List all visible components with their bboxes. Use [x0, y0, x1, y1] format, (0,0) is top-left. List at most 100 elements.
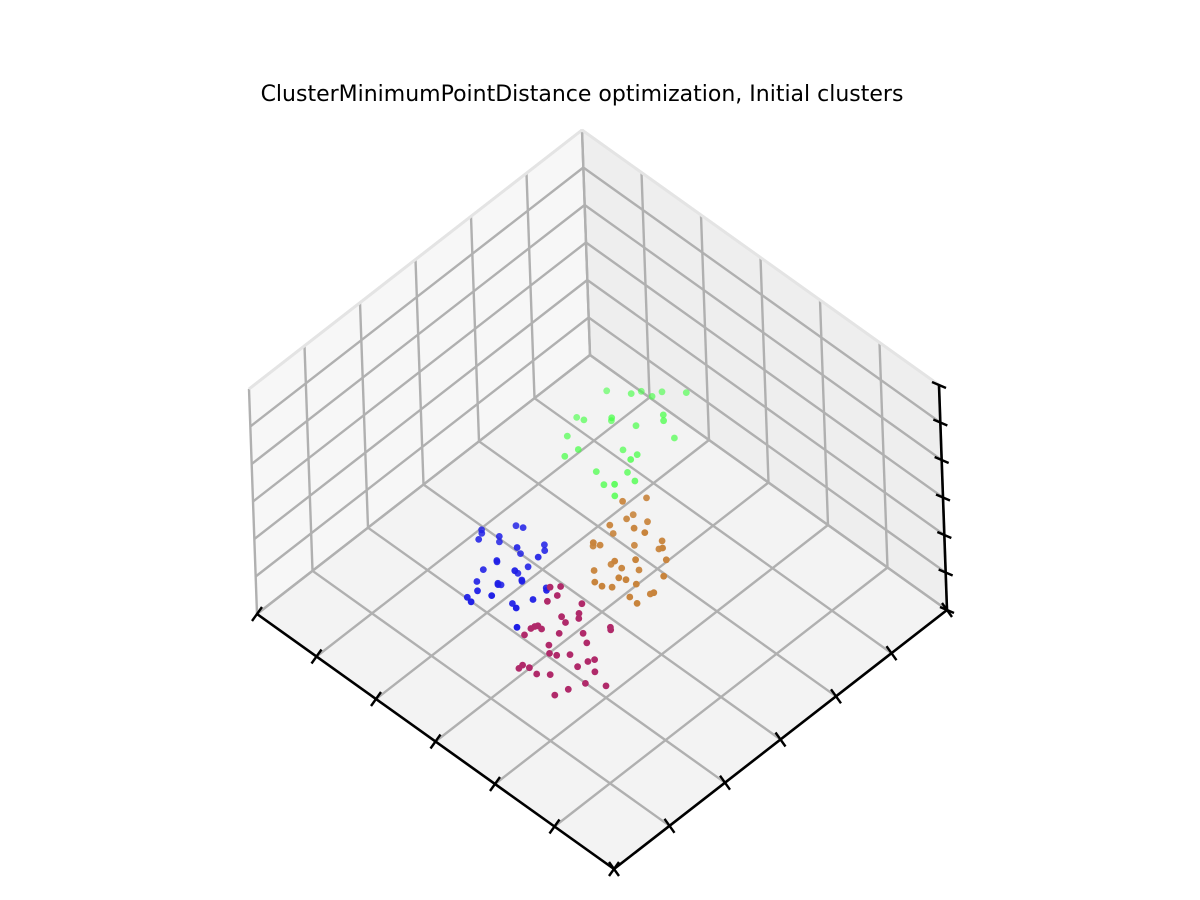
scatter-point — [641, 529, 649, 536]
scatter-point — [591, 656, 598, 663]
right-wall-grid-line — [582, 166, 942, 424]
y-axis-tick — [719, 774, 731, 791]
scatter-point — [635, 566, 643, 574]
z-axis-tick — [938, 568, 954, 577]
x-axis-tick — [429, 733, 442, 750]
x-axis-tick — [489, 776, 501, 792]
scatter-point — [662, 556, 670, 564]
scatter-point — [608, 414, 616, 422]
scatter-point — [541, 541, 548, 549]
scatter-point — [546, 650, 553, 657]
scatter-point — [596, 541, 604, 549]
scatter-point — [659, 411, 667, 419]
scatter-point — [488, 592, 496, 599]
scatter-point — [648, 393, 656, 400]
scatter-point — [513, 623, 521, 631]
scatter-point — [531, 623, 539, 630]
scatter-point — [519, 524, 527, 531]
scatter-point — [538, 625, 545, 633]
scatter-point — [526, 664, 533, 672]
z-axis-tick — [935, 493, 951, 502]
scatter-point — [607, 626, 615, 634]
scatter-point — [518, 577, 526, 585]
scatter-point — [658, 388, 666, 396]
x-axis-tick — [370, 691, 382, 707]
scatter-point — [591, 578, 599, 586]
scatter-point — [546, 583, 554, 591]
x-axis-tick — [608, 861, 620, 877]
chart-title: ClusterMinimumPointDistance optimization… — [261, 82, 904, 107]
scatter-point — [493, 558, 501, 566]
scatter-point — [591, 668, 599, 676]
scatter-point — [473, 578, 481, 585]
left-wall-grid-line — [247, 388, 259, 615]
scatter-point — [545, 641, 553, 649]
scatter-point — [589, 539, 597, 546]
pane-edge — [248, 128, 583, 391]
scatter-point — [619, 497, 626, 505]
scatter-point — [658, 537, 666, 545]
scatter-point — [519, 661, 526, 669]
scatter-point — [573, 414, 581, 421]
scatter-point — [660, 417, 667, 425]
scatter-point — [563, 432, 571, 440]
scatter-point — [517, 550, 524, 557]
scatter-point — [541, 547, 549, 554]
floor-grid-line — [553, 566, 889, 828]
scatter-point — [650, 589, 658, 597]
scatter-point — [609, 530, 617, 537]
z-axis-tick — [934, 455, 950, 465]
scatter-point — [551, 691, 559, 699]
z-axis-tick — [936, 530, 952, 540]
scatter-point — [615, 574, 623, 582]
scatter-point — [533, 670, 541, 678]
scatter-point — [467, 598, 475, 606]
x-axis-tick — [548, 818, 561, 835]
scatter-point — [583, 639, 591, 647]
scatter-point — [529, 596, 537, 603]
scatter-point — [478, 529, 486, 537]
scatter-point — [574, 663, 581, 671]
scatter-point — [475, 536, 483, 543]
scatter-point — [590, 567, 598, 574]
scatter-point — [578, 600, 586, 608]
axis-ticks — [251, 380, 955, 877]
scatter-point — [643, 494, 650, 502]
scatter-point — [592, 468, 600, 475]
scatter-point — [598, 582, 606, 590]
scatter-point — [534, 553, 542, 561]
scatter-point — [671, 434, 678, 442]
scatter-point — [521, 631, 528, 639]
scatter-point — [513, 544, 521, 551]
scatter-point — [495, 533, 503, 540]
pane-edge — [581, 128, 940, 387]
scatter-point — [659, 544, 666, 552]
scatter-point — [606, 521, 614, 529]
scatter-point — [618, 564, 626, 572]
scatter-point — [637, 387, 645, 395]
scatter-points — [463, 387, 690, 699]
scatter-point — [582, 680, 589, 687]
scatter-point — [631, 477, 639, 485]
scatter-point — [633, 451, 641, 458]
y-axis-tick — [774, 731, 787, 748]
scatter-point — [524, 563, 532, 571]
x-axis-tick — [310, 648, 323, 665]
y-axis-tick — [663, 818, 676, 834]
scatter-point — [574, 446, 582, 453]
scatter-point — [602, 682, 610, 690]
grid-lines — [247, 128, 949, 870]
scatter-point — [553, 592, 561, 599]
scatter-point — [511, 567, 519, 575]
scatter-point — [579, 629, 587, 637]
y-axis-tick — [885, 645, 898, 661]
scatter-point — [611, 480, 618, 488]
scatter-point — [553, 651, 561, 659]
scatter-point — [631, 541, 638, 549]
scatter-point — [557, 583, 564, 590]
scatter-point — [626, 593, 634, 601]
y-axis-tick — [941, 602, 953, 618]
scatter-point — [555, 630, 563, 637]
scatter-point — [575, 610, 583, 617]
